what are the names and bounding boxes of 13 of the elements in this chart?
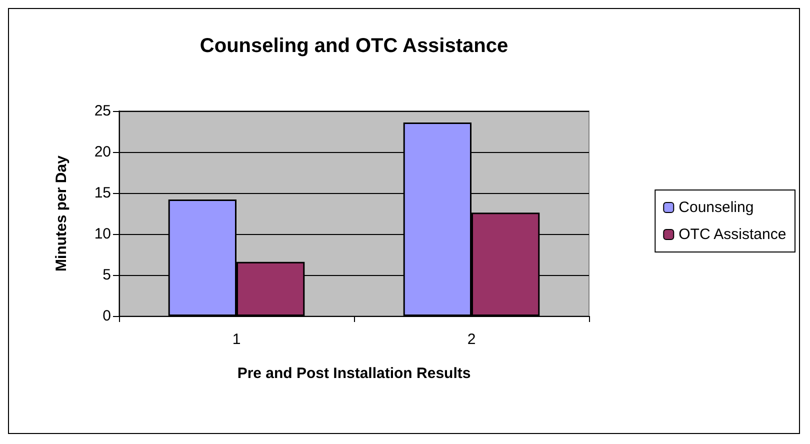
x-tick-label: 1 — [232, 331, 241, 348]
y-tick-label: 10 — [94, 226, 111, 242]
y-tick-label: 20 — [94, 144, 111, 160]
y-tick-label: 15 — [94, 184, 111, 202]
legend-label: OTC Assistance — [678, 226, 786, 243]
legend-label: Counseling — [678, 199, 754, 216]
y-axis-title: Minutes per Day — [53, 154, 70, 272]
chart-title: Counseling and OTC Assistance — [200, 35, 508, 57]
y-tick-label: 25 — [94, 102, 111, 120]
x-tick-label: 2 — [467, 331, 476, 348]
y-tick-label: 5 — [102, 266, 111, 284]
y-tick-label: 0 — [102, 308, 111, 324]
x-axis-title: Pre and Post Installation Results — [237, 365, 471, 382]
